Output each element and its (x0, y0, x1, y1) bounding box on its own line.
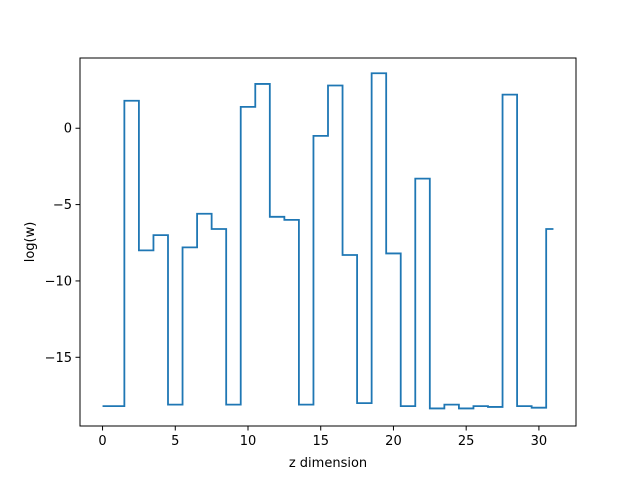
y-axis-label: log(w) (23, 222, 38, 263)
y-tick-label: −10 (45, 274, 72, 289)
plot-area (102, 72, 554, 410)
x-tick-label: 0 (98, 434, 106, 449)
y-tick-label: 0 (64, 122, 72, 137)
x-tick-label: 20 (385, 434, 402, 449)
series-line-0 (102, 72, 554, 410)
x-tick-label: 30 (531, 434, 548, 449)
x-axis-label: z dimension (289, 456, 367, 471)
x-tick-label: 5 (171, 434, 179, 449)
x-tick-label: 10 (240, 434, 257, 449)
y-tick-label: −15 (45, 351, 72, 366)
x-tick-label: 15 (312, 434, 329, 449)
axes-frame (79, 57, 577, 427)
x-tick-label: 25 (458, 434, 475, 449)
axis-ticks: 0 5 10 15 20 25 30 −15 −10 −5 0 (45, 122, 548, 449)
y-tick-label: −5 (53, 198, 72, 213)
